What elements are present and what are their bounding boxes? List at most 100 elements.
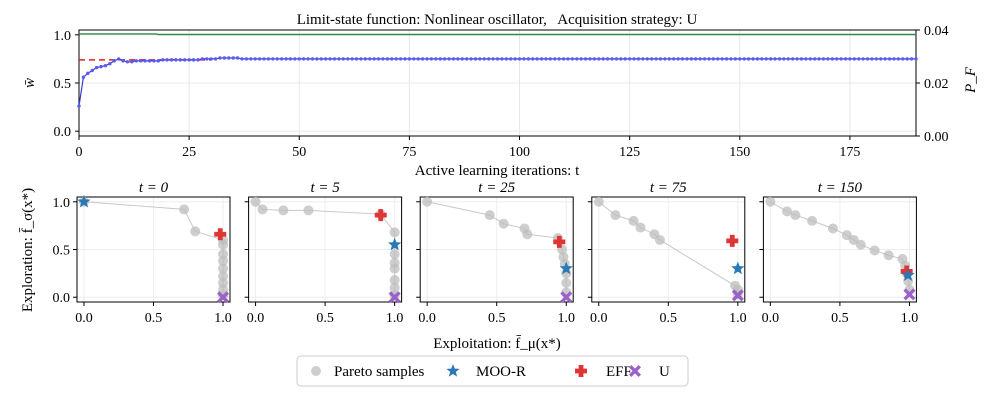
w-bar-point	[544, 57, 548, 61]
w-bar-point	[513, 57, 517, 61]
w-bar-point	[293, 57, 297, 61]
w-bar-point	[169, 58, 174, 62]
top-grid	[78, 30, 916, 136]
eff-marker	[553, 235, 566, 248]
w-bar-point	[235, 56, 240, 60]
w-bar-point	[495, 57, 500, 61]
w-bar-point	[425, 57, 429, 61]
w-bar-point	[222, 56, 227, 60]
w-bar-point	[390, 57, 394, 61]
w-bar-point	[310, 57, 315, 61]
w-bar-point	[539, 57, 544, 61]
w-bar-point	[94, 65, 99, 70]
panel-xtick-label: 1.0	[386, 311, 404, 326]
w-bar-point	[284, 57, 288, 61]
legend-eff-marker	[575, 365, 587, 377]
w-bar-point	[306, 57, 310, 61]
w-bar-point	[86, 71, 90, 76]
w-bar-point	[663, 57, 667, 61]
w-bar-point	[130, 60, 134, 64]
w-bar-point	[332, 57, 337, 61]
w-bar-point	[500, 57, 504, 61]
panel-title: t = 5	[310, 180, 340, 196]
w-bar-point	[733, 57, 738, 61]
w-bar-point	[738, 57, 742, 61]
w-bar-point	[187, 58, 191, 62]
w-bar-point	[165, 58, 169, 62]
pareto-point	[628, 215, 639, 226]
scatter-panels: t = 00.0 0.5 1.00.00.51.0t = 50.0 0.5 1.0t =…	[53, 180, 919, 326]
pareto-point	[389, 275, 400, 286]
w-bar-point	[451, 57, 456, 61]
moo-r-marker	[559, 261, 573, 275]
panel-xtick-label: 0.0	[418, 311, 436, 326]
w-bar-point	[517, 57, 522, 61]
w-bar-point	[790, 57, 795, 61]
w-bar-point	[178, 58, 183, 62]
w-bar-point	[561, 57, 566, 61]
w-bar-point	[103, 63, 108, 68]
w-bar-point	[301, 57, 306, 61]
w-bar-point	[852, 57, 857, 61]
w-bar-point	[707, 57, 711, 61]
w-bar-point	[152, 59, 156, 63]
top-ytick-right-label: 0.02	[924, 77, 949, 92]
w-bar-point	[394, 57, 398, 61]
eff-marker	[726, 234, 739, 247]
pareto-point	[190, 226, 201, 237]
w-bar-point	[398, 57, 403, 61]
w-bar-point	[592, 57, 597, 61]
w-bar-point	[275, 57, 279, 61]
w-bar-point	[138, 59, 143, 63]
w-bar-point	[412, 57, 416, 61]
pareto-point	[389, 263, 400, 274]
pareto-point	[855, 239, 866, 250]
w-bar-point	[553, 57, 557, 61]
eff-marker	[374, 209, 387, 222]
pareto-point	[389, 282, 400, 293]
panel-t1: t = 5 0.0 0.5 1.0	[244, 180, 404, 326]
w-bar-point	[694, 57, 698, 61]
top-chart: 0 25 50 75 100 125 150 175 0.0 0.5 1.0 0.00 0.02 0.04…	[22, 12, 979, 179]
w-bar-point	[90, 68, 94, 73]
w-bar-point	[835, 57, 839, 61]
w-bar-point	[632, 57, 636, 61]
pareto-point	[303, 205, 314, 216]
w-bar-point	[231, 56, 235, 60]
w-bar-point	[909, 57, 914, 61]
w-bar-point	[588, 57, 592, 61]
panel-xtick-label: 0.0	[247, 311, 265, 326]
w-bar-point	[865, 57, 870, 61]
panel-xtick-label: 0.5	[316, 311, 334, 326]
w-bar-point	[887, 57, 892, 61]
w-bar-point	[359, 57, 363, 61]
w-bar-point	[442, 57, 447, 61]
w-bar-point	[905, 57, 909, 61]
w-bar-point	[191, 58, 196, 62]
w-bar-point	[354, 57, 359, 61]
w-bar-point	[901, 57, 905, 61]
w-bar-point	[213, 57, 218, 61]
panel-xtick-label: 1.0	[729, 311, 747, 326]
panel-ytick-label: 0.0	[53, 291, 71, 306]
w-bar-point	[724, 57, 729, 61]
top-ticks: 0 25 50 75 100 125 150 175 0.0 0.5 1.0 0.00 0.02 0.04	[54, 24, 949, 160]
w-bar-point	[376, 57, 381, 61]
moo-r-marker	[901, 268, 915, 281]
w-bar-point	[125, 60, 130, 64]
w-bar-point	[416, 57, 420, 61]
w-bar-point	[218, 56, 222, 60]
panel-xtick-label: 0.5	[145, 311, 163, 326]
pareto-point	[765, 196, 776, 207]
w-bar-point	[720, 57, 724, 61]
panel-t4: t = 150 0.0 0.5 1.0	[759, 180, 918, 326]
pareto-point	[610, 210, 621, 221]
w-bar-point	[649, 57, 654, 61]
w-bar-point	[892, 57, 896, 61]
pareto-point	[218, 255, 229, 266]
w-bar-line	[78, 57, 916, 107]
w-bar-point	[429, 57, 434, 61]
top-ylabel-right: P_F	[963, 66, 979, 94]
panel-ytick-label: 0.5	[53, 244, 71, 259]
w-bar-point	[161, 58, 165, 62]
